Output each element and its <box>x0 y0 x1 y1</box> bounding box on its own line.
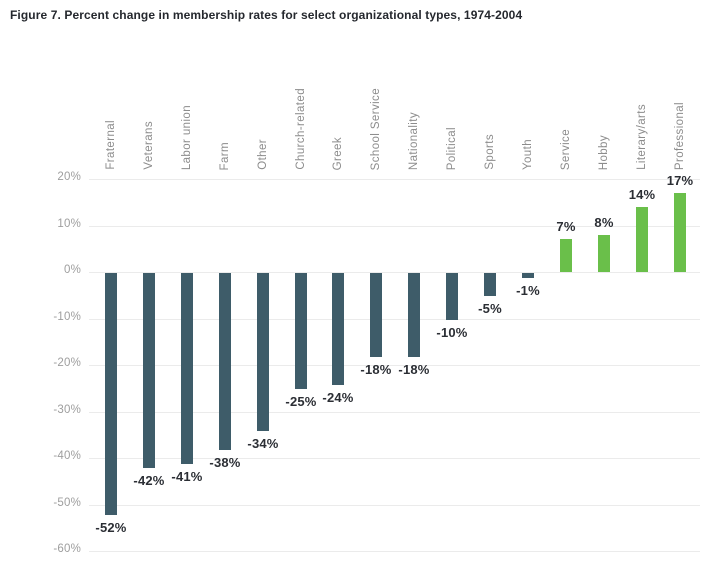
category-label-youth: Youth <box>522 139 534 170</box>
value-label-farm: -38% <box>209 455 241 470</box>
bar-greek <box>332 273 344 385</box>
gridline--20pct <box>89 365 700 366</box>
y-axis-tick-label: -40% <box>53 450 81 462</box>
value-label-hobby: 8% <box>594 215 614 230</box>
bar-sports <box>484 273 496 296</box>
value-label-literary-arts: 14% <box>628 187 656 202</box>
category-label-sports: Sports <box>484 134 496 170</box>
category-label-veterans: Veterans <box>143 121 155 170</box>
value-label-school-service: -18% <box>360 362 392 377</box>
gridline--40pct <box>89 458 700 459</box>
gridline--50pct <box>89 505 700 506</box>
category-label-fraternal: Fraternal <box>105 120 117 170</box>
gridline--30pct <box>89 412 700 413</box>
value-label-nationality: -18% <box>398 362 430 377</box>
value-label-sports: -5% <box>478 301 502 316</box>
y-axis-tick-label: -30% <box>53 404 81 416</box>
bar-fraternal <box>105 273 117 515</box>
value-label-youth: -1% <box>516 283 540 298</box>
category-label-political: Political <box>446 126 458 170</box>
y-axis-tick-label: 10% <box>57 218 81 230</box>
category-label-hobby: Hobby <box>598 134 610 170</box>
gridline-20pct <box>89 179 700 180</box>
bar-other <box>257 273 269 431</box>
value-label-political: -10% <box>436 325 468 340</box>
category-label-other: Other <box>257 139 269 170</box>
bar-school-service <box>370 273 382 357</box>
bar-hobby <box>598 235 610 272</box>
y-axis-tick-label: 20% <box>57 171 81 183</box>
bar-veterans <box>143 273 155 468</box>
category-label-church-related: Church-related <box>295 88 307 170</box>
value-label-church-related: -25% <box>285 394 317 409</box>
bar-literary-arts <box>636 207 648 272</box>
bar-youth <box>522 273 534 278</box>
category-label-literary-arts: Literary/arts <box>636 104 648 170</box>
y-axis-tick-label: -10% <box>53 311 81 323</box>
gridline-10pct <box>89 226 700 227</box>
category-label-greek: Greek <box>332 136 344 170</box>
bar-professional <box>674 193 686 272</box>
y-axis-tick-label: -20% <box>53 357 81 369</box>
value-label-greek: -24% <box>322 390 354 405</box>
value-label-veterans: -42% <box>133 473 165 488</box>
bar-church-related <box>295 273 307 389</box>
bar-political <box>446 273 458 320</box>
value-label-other: -34% <box>247 436 279 451</box>
y-axis-tick-label: 0% <box>63 264 81 276</box>
figure-title: Figure 7. Percent change in membership r… <box>10 8 523 22</box>
value-label-service: 7% <box>556 219 576 234</box>
category-label-professional: Professional <box>674 101 686 170</box>
bar-labor-union <box>181 273 193 464</box>
bar-farm <box>219 273 231 450</box>
gridline-0pct <box>89 272 700 273</box>
value-label-professional: 17% <box>666 173 694 188</box>
value-label-fraternal: -52% <box>95 520 127 535</box>
category-label-farm: Farm <box>219 141 231 170</box>
category-label-labor-union: Labor union <box>181 104 193 170</box>
value-label-labor-union: -41% <box>171 469 203 484</box>
gridline--60pct <box>89 551 700 552</box>
category-label-service: Service <box>560 128 572 170</box>
y-axis-tick-label: -50% <box>53 497 81 509</box>
y-axis-tick-label: -60% <box>53 543 81 555</box>
bar-service <box>560 239 572 272</box>
gridline--10pct <box>89 319 700 320</box>
category-label-school-service: School Service <box>370 87 382 170</box>
category-label-nationality: Nationality <box>408 111 420 170</box>
bar-nationality <box>408 273 420 357</box>
